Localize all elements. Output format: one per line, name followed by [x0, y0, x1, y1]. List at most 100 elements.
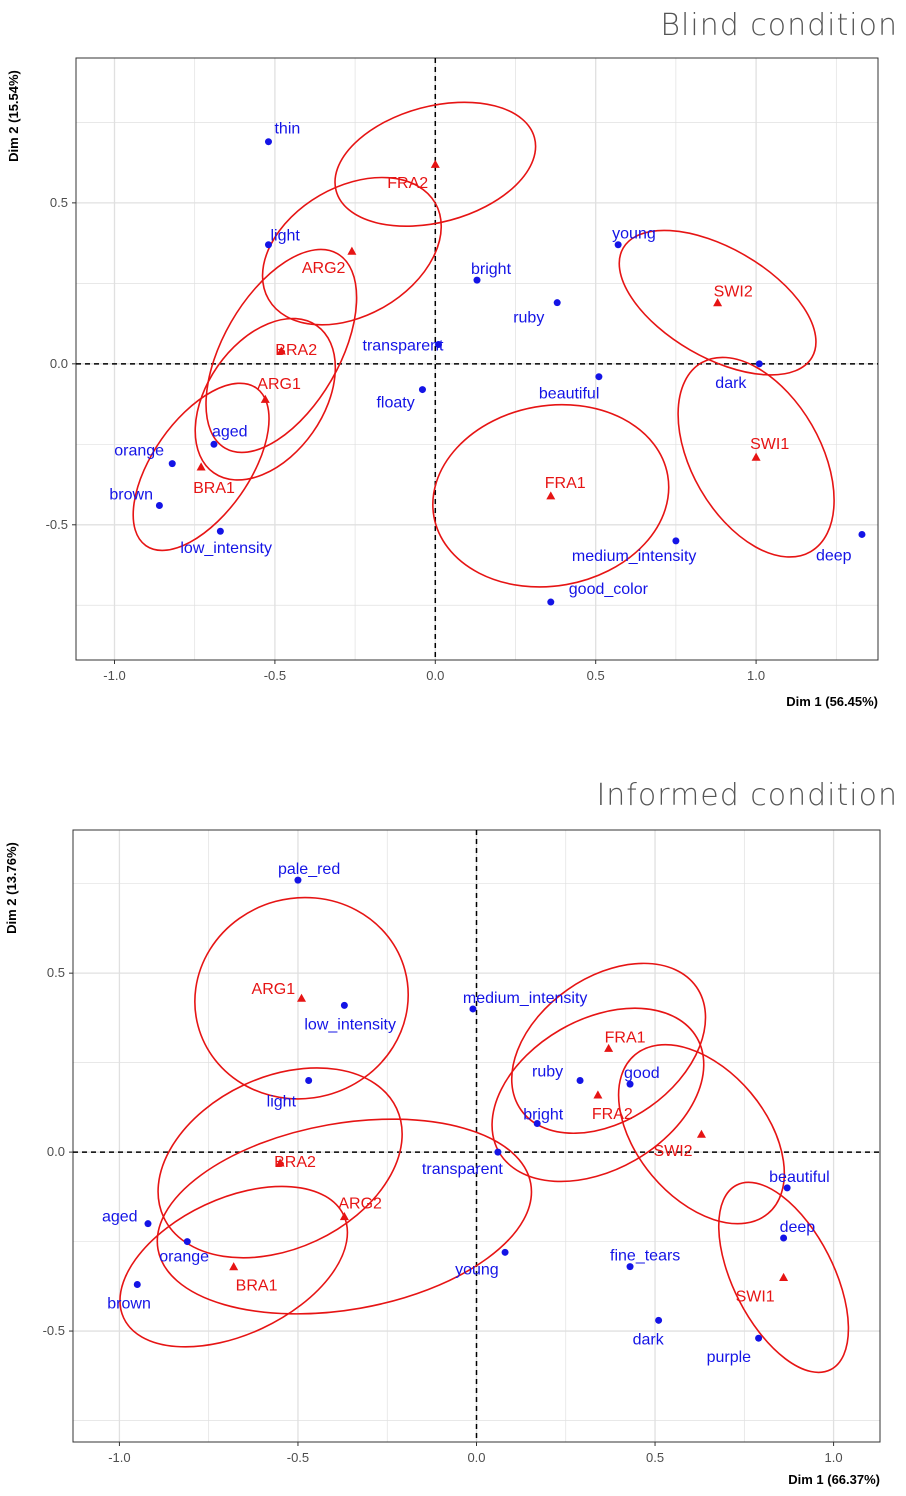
plot-border: [75, 57, 879, 661]
panel-title: Blind condition: [660, 8, 898, 43]
variable-point-deep: [858, 530, 866, 538]
variable-label-ruby: ruby: [513, 310, 544, 327]
variable-label-ruby: ruby: [532, 1064, 563, 1081]
informed-condition-chart: -1.0 -0.5 0.0 0.5 1.0 -0.5 0.0 0.5 Dim 1 (66.37%…: [4, 829, 881, 1487]
variable-point-brown: [133, 1281, 141, 1289]
product-label-arg2: ARG2: [302, 260, 346, 277]
product-point-bra2: [276, 346, 286, 355]
variable-point-fine-tears: [626, 1263, 634, 1271]
product-label-fra2: FRA2: [387, 175, 428, 192]
product-point-fra1: [546, 491, 556, 500]
variable-point-deep: [780, 1234, 788, 1242]
confidence-ellipse-bra1: [132, 382, 270, 552]
variable-point-pale-red: [294, 876, 302, 884]
variable-label-dark: dark: [715, 375, 747, 392]
product-point-arg1: [297, 993, 307, 1002]
confidence-ellipse-fra1: [432, 403, 670, 588]
variable-point-light: [264, 241, 272, 249]
product-point-fra2: [593, 1090, 603, 1099]
y-tick-label: -0.5: [43, 1323, 65, 1338]
blind-condition-panel: Blind condition -1.0 -0.5 0.0 0.5 1.0 -0.5 0.0…: [0, 0, 906, 740]
variable-label-low-intensity: low_intensity: [304, 1016, 396, 1033]
variable-label-beautiful: beautiful: [769, 1169, 830, 1186]
x-tick-label: 0.0: [467, 1450, 485, 1465]
product-label-fra1: FRA1: [545, 475, 586, 492]
product-point-arg2: [347, 246, 357, 255]
variable-label-light: light: [267, 1094, 297, 1111]
variable-label-transparent: transparent: [422, 1161, 503, 1178]
product-label-swi2: SWI2: [714, 284, 753, 301]
variable-label-medium-intensity: medium_intensity: [572, 548, 697, 565]
variable-label-bright: bright: [523, 1106, 564, 1123]
y-axis-label: Dim 2 (15.54%): [6, 70, 21, 162]
y-tick-label: -0.5: [46, 517, 68, 532]
product-point-swi2: [713, 298, 723, 307]
variable-point-brown: [155, 501, 163, 509]
product-label-arg2: ARG2: [338, 1196, 382, 1213]
x-tick-label: 0.0: [426, 668, 444, 683]
variable-label-orange: orange: [159, 1249, 209, 1266]
product-label-swi1: SWI1: [750, 436, 789, 453]
confidence-ellipse-swi1: [677, 356, 835, 558]
variable-point-ruby: [576, 1077, 584, 1085]
product-point-bra2: [275, 1158, 285, 1167]
product-label-arg1: ARG1: [252, 981, 296, 998]
x-tick-label: -0.5: [287, 1450, 309, 1465]
x-axis-label: Dim 1 (66.37%): [788, 1472, 880, 1487]
x-tick-label: 0.5: [587, 668, 605, 683]
variable-point-transparent: [494, 1148, 502, 1156]
variable-label-beautiful: beautiful: [539, 386, 600, 403]
variable-point-light: [305, 1077, 313, 1085]
confidence-ellipse-bra2: [205, 248, 358, 454]
product-point-swi1: [751, 452, 761, 461]
variable-label-deep: deep: [816, 547, 852, 564]
variable-point-orange: [168, 460, 176, 468]
variable-point-transparent: [435, 341, 443, 349]
variable-point-beautiful: [595, 373, 603, 381]
variable-point-good: [626, 1080, 634, 1088]
variable-label-orange: orange: [114, 443, 164, 460]
variable-label-aged: aged: [102, 1209, 138, 1226]
informed-condition-panel: Informed condition -1.0 -0.5 0.0 0.5 1.0 -0.5…: [0, 770, 906, 1496]
product-label-fra1: FRA1: [605, 1029, 646, 1046]
product-label-swi1: SWI1: [736, 1288, 775, 1305]
variable-point-dark: [755, 360, 763, 368]
variable-label-young: young: [455, 1261, 499, 1278]
variable-point-dark: [655, 1316, 663, 1324]
product-label-bra1: BRA1: [236, 1278, 278, 1295]
y-tick-label: 0.0: [50, 356, 68, 371]
confidence-ellipse-swi2: [617, 1043, 786, 1225]
variable-point-thin: [264, 138, 272, 146]
variable-label-low-intensity: low_intensity: [180, 540, 272, 557]
variable-label-deep: deep: [780, 1219, 816, 1236]
gridlines: [73, 830, 880, 1442]
variable-label-light: light: [270, 228, 300, 245]
product-point-fra2: [430, 159, 440, 168]
variable-label-dark: dark: [633, 1331, 665, 1348]
variable-point-young: [501, 1248, 509, 1256]
x-tick-label: -0.5: [264, 668, 286, 683]
variable-point-ruby: [553, 299, 561, 307]
product-point-swi2: [696, 1129, 706, 1138]
product-point-arg2: [339, 1212, 349, 1221]
confidence-ellipse-arg1: [194, 896, 410, 1100]
y-tick-label: 0.5: [47, 965, 65, 980]
product-label-bra1: BRA1: [193, 480, 235, 497]
variable-label-purple: purple: [707, 1349, 752, 1366]
variable-label-floaty: floaty: [376, 395, 414, 412]
variable-label-bright: bright: [471, 261, 512, 278]
x-tick-label: 0.5: [646, 1450, 664, 1465]
product-label-swi2: SWI2: [653, 1143, 692, 1160]
variable-label-fine-tears: fine_tears: [610, 1248, 680, 1265]
gridlines: [76, 58, 878, 660]
confidence-ellipse-fra2: [334, 101, 537, 227]
variable-point-low-intensity: [216, 527, 224, 535]
product-point-fra1: [604, 1043, 614, 1052]
x-tick-label: 1.0: [747, 668, 765, 683]
variable-label-young: young: [612, 226, 656, 243]
variable-point-bright: [533, 1119, 541, 1127]
variable-point-low-intensity: [340, 1001, 348, 1009]
variable-label-transparent: transparent: [363, 338, 444, 355]
product-label-bra2: BRA2: [274, 1154, 316, 1171]
product-point-arg1: [260, 394, 270, 403]
